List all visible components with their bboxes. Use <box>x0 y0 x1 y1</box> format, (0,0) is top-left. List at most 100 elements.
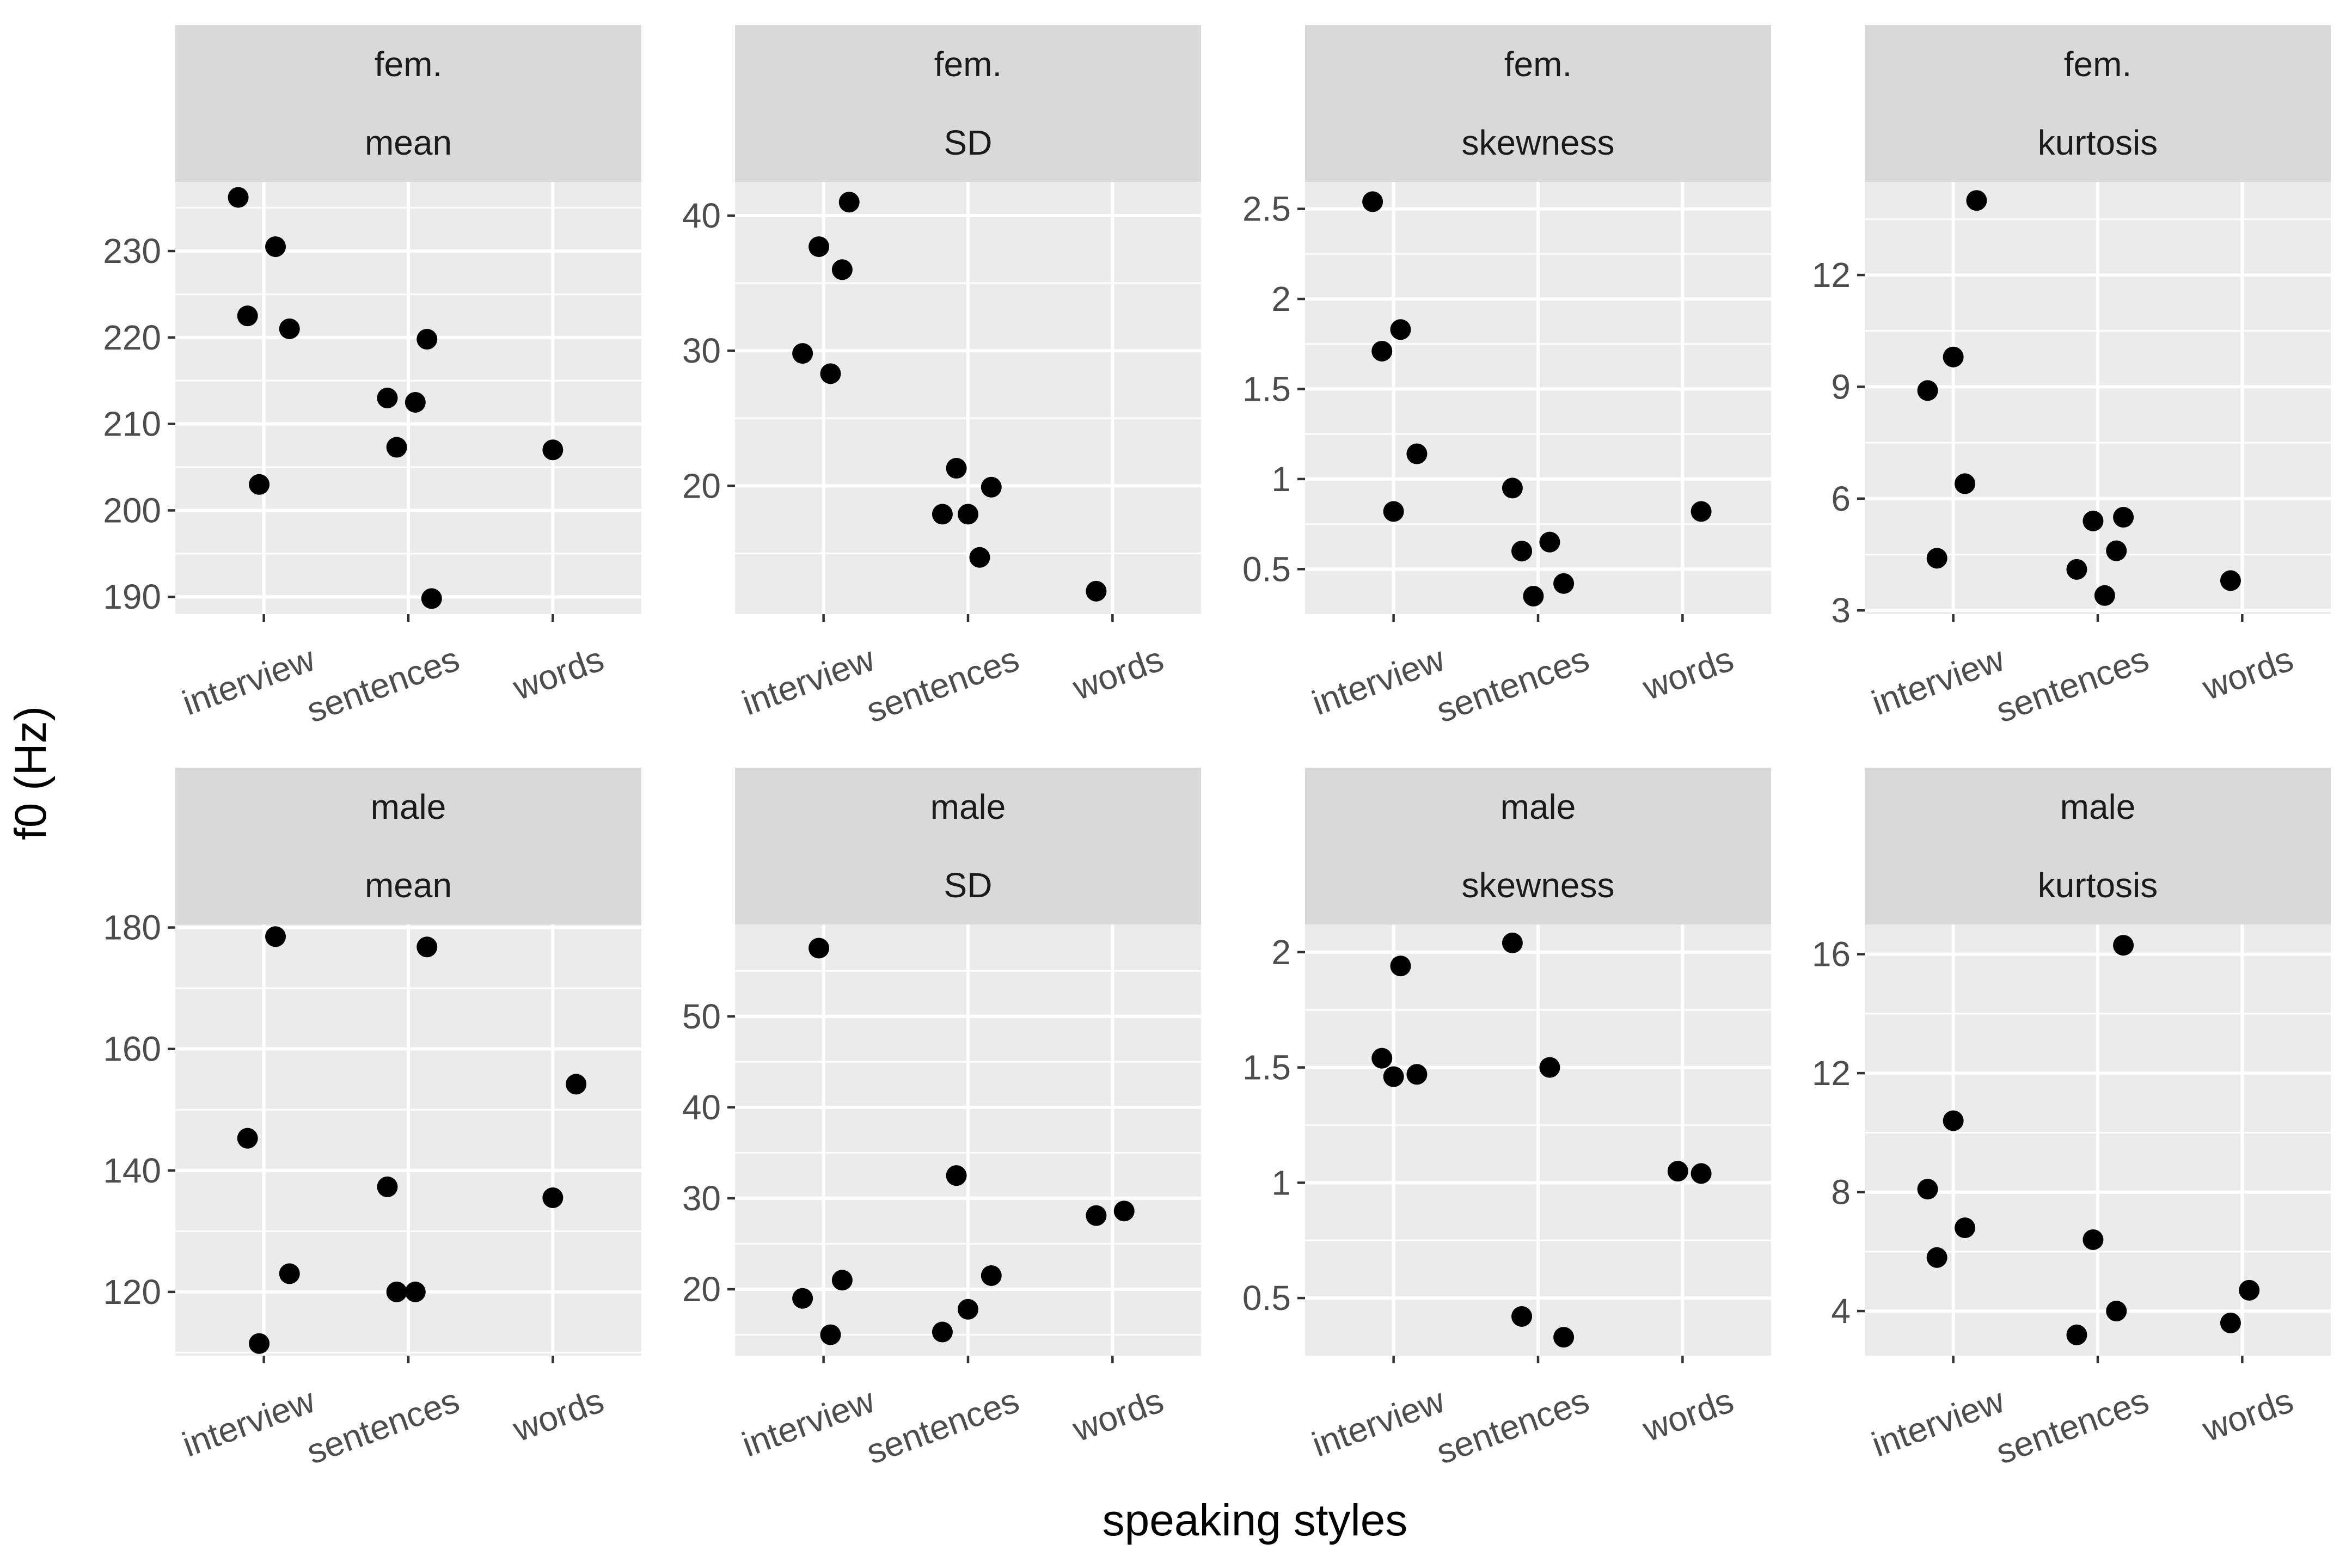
y-tick-label: 230 <box>103 231 161 271</box>
strip-top <box>1865 768 2331 846</box>
data-point-interview <box>808 236 830 258</box>
y-tick-label: 0.5 <box>1242 1278 1291 1318</box>
strip-bottom <box>1865 103 2331 182</box>
panel-fem-skewness: fem.skewness0.511.522.5interviewsentence… <box>1242 25 1771 730</box>
data-point-sentences <box>377 388 398 408</box>
strip-bottom <box>1305 846 1771 924</box>
strip-bottom <box>175 846 641 924</box>
y-tick-label: 40 <box>682 196 721 235</box>
data-point-interview <box>1406 443 1428 464</box>
y-tick-label: 16 <box>1812 935 1851 974</box>
strip-label-measure: skewness <box>1462 123 1615 162</box>
strip-label-group: fem. <box>2064 45 2132 84</box>
y-tick-label: 210 <box>103 405 161 444</box>
strip-label-measure: skewness <box>1462 866 1615 905</box>
data-point-sentences <box>2094 585 2115 606</box>
y-tick-label: 200 <box>103 491 161 530</box>
data-point-words <box>1667 1161 1688 1182</box>
data-point-words <box>2220 570 2241 591</box>
y-tick-label: 1.5 <box>1242 1048 1291 1087</box>
data-point-words <box>1086 580 1107 602</box>
y-tick-label: 160 <box>103 1030 161 1069</box>
data-point-sentences <box>2066 1324 2087 1345</box>
y-tick-label: 1 <box>1271 1163 1291 1202</box>
data-point-sentences <box>958 504 978 525</box>
data-point-interview <box>1955 473 1976 494</box>
data-point-sentences <box>969 547 990 568</box>
strip-label-measure: mean <box>365 866 452 905</box>
data-point-interview <box>1390 955 1411 977</box>
data-point-sentences <box>1511 541 1533 562</box>
data-point-interview <box>792 1288 813 1309</box>
data-point-interview <box>1406 1064 1428 1085</box>
data-point-sentences <box>946 458 967 479</box>
strip-bottom <box>1305 103 1771 182</box>
data-point-interview <box>1943 1110 1964 1131</box>
strip-label-measure: SD <box>944 123 993 162</box>
data-point-interview <box>279 1263 300 1284</box>
data-point-sentences <box>386 1281 407 1302</box>
y-tick-label: 180 <box>103 908 161 947</box>
y-tick-label: 120 <box>103 1272 161 1312</box>
data-point-words <box>542 439 564 461</box>
data-point-interview <box>1371 1048 1393 1069</box>
data-point-interview <box>265 926 286 947</box>
data-point-sentences <box>932 1321 953 1343</box>
data-point-sentences <box>932 504 953 525</box>
y-tick-label: 30 <box>682 331 721 370</box>
data-point-interview <box>1966 190 1987 211</box>
y-tick-label: 140 <box>103 1151 161 1190</box>
data-point-interview <box>1926 548 1947 569</box>
data-point-interview <box>1943 346 1964 367</box>
y-tick-label: 20 <box>682 1270 721 1309</box>
data-point-interview <box>1362 191 1383 212</box>
y-axis-title: f0 (Hz) <box>6 706 56 840</box>
data-point-interview <box>1383 1066 1404 1087</box>
y-tick-label: 30 <box>682 1179 721 1218</box>
data-point-sentences <box>981 1265 1002 1286</box>
strip-label-group: male <box>2060 787 2136 826</box>
data-point-sentences <box>2082 1229 2104 1250</box>
data-point-words <box>2220 1312 2241 1333</box>
data-point-interview <box>808 938 830 959</box>
y-tick-label: 220 <box>103 318 161 357</box>
data-point-sentences <box>2106 540 2127 561</box>
strip-label-group: fem. <box>934 45 1002 84</box>
data-point-interview <box>792 343 813 364</box>
data-point-sentences <box>1523 585 1544 607</box>
data-point-sentences <box>2113 935 2134 956</box>
data-point-words <box>542 1187 564 1208</box>
strip-bottom <box>735 103 1201 182</box>
data-point-interview <box>1390 319 1411 340</box>
data-point-interview <box>838 192 860 213</box>
y-tick-label: 2 <box>1271 933 1291 972</box>
strip-label-measure: kurtosis <box>2038 866 2158 905</box>
strip-top <box>735 768 1201 846</box>
data-point-sentences <box>1553 1327 1575 1348</box>
data-point-words <box>1113 1200 1135 1222</box>
y-tick-label: 20 <box>682 466 721 505</box>
data-point-sentences <box>416 936 438 958</box>
strip-top <box>175 25 641 103</box>
data-point-words <box>1690 1163 1712 1184</box>
data-point-sentences <box>386 437 407 458</box>
data-point-sentences <box>1539 1057 1560 1078</box>
data-point-sentences <box>1511 1306 1533 1327</box>
y-tick-label: 12 <box>1812 255 1851 295</box>
data-point-interview <box>831 1270 853 1291</box>
strip-label-measure: SD <box>944 866 993 905</box>
data-point-interview <box>1371 340 1393 362</box>
x-axis-title: speaking styles <box>1102 1496 1408 1545</box>
y-tick-label: 9 <box>1831 367 1851 406</box>
data-point-sentences <box>2106 1301 2127 1322</box>
y-tick-label: 12 <box>1812 1054 1851 1093</box>
data-point-sentences <box>421 588 442 609</box>
strip-top <box>1305 25 1771 103</box>
y-tick-label: 50 <box>682 997 721 1036</box>
data-point-sentences <box>946 1165 967 1186</box>
y-tick-label: 4 <box>1831 1291 1851 1331</box>
data-point-interview <box>265 236 286 258</box>
data-point-words <box>1086 1205 1107 1226</box>
data-point-sentences <box>2082 510 2104 531</box>
data-point-interview <box>237 1128 258 1149</box>
